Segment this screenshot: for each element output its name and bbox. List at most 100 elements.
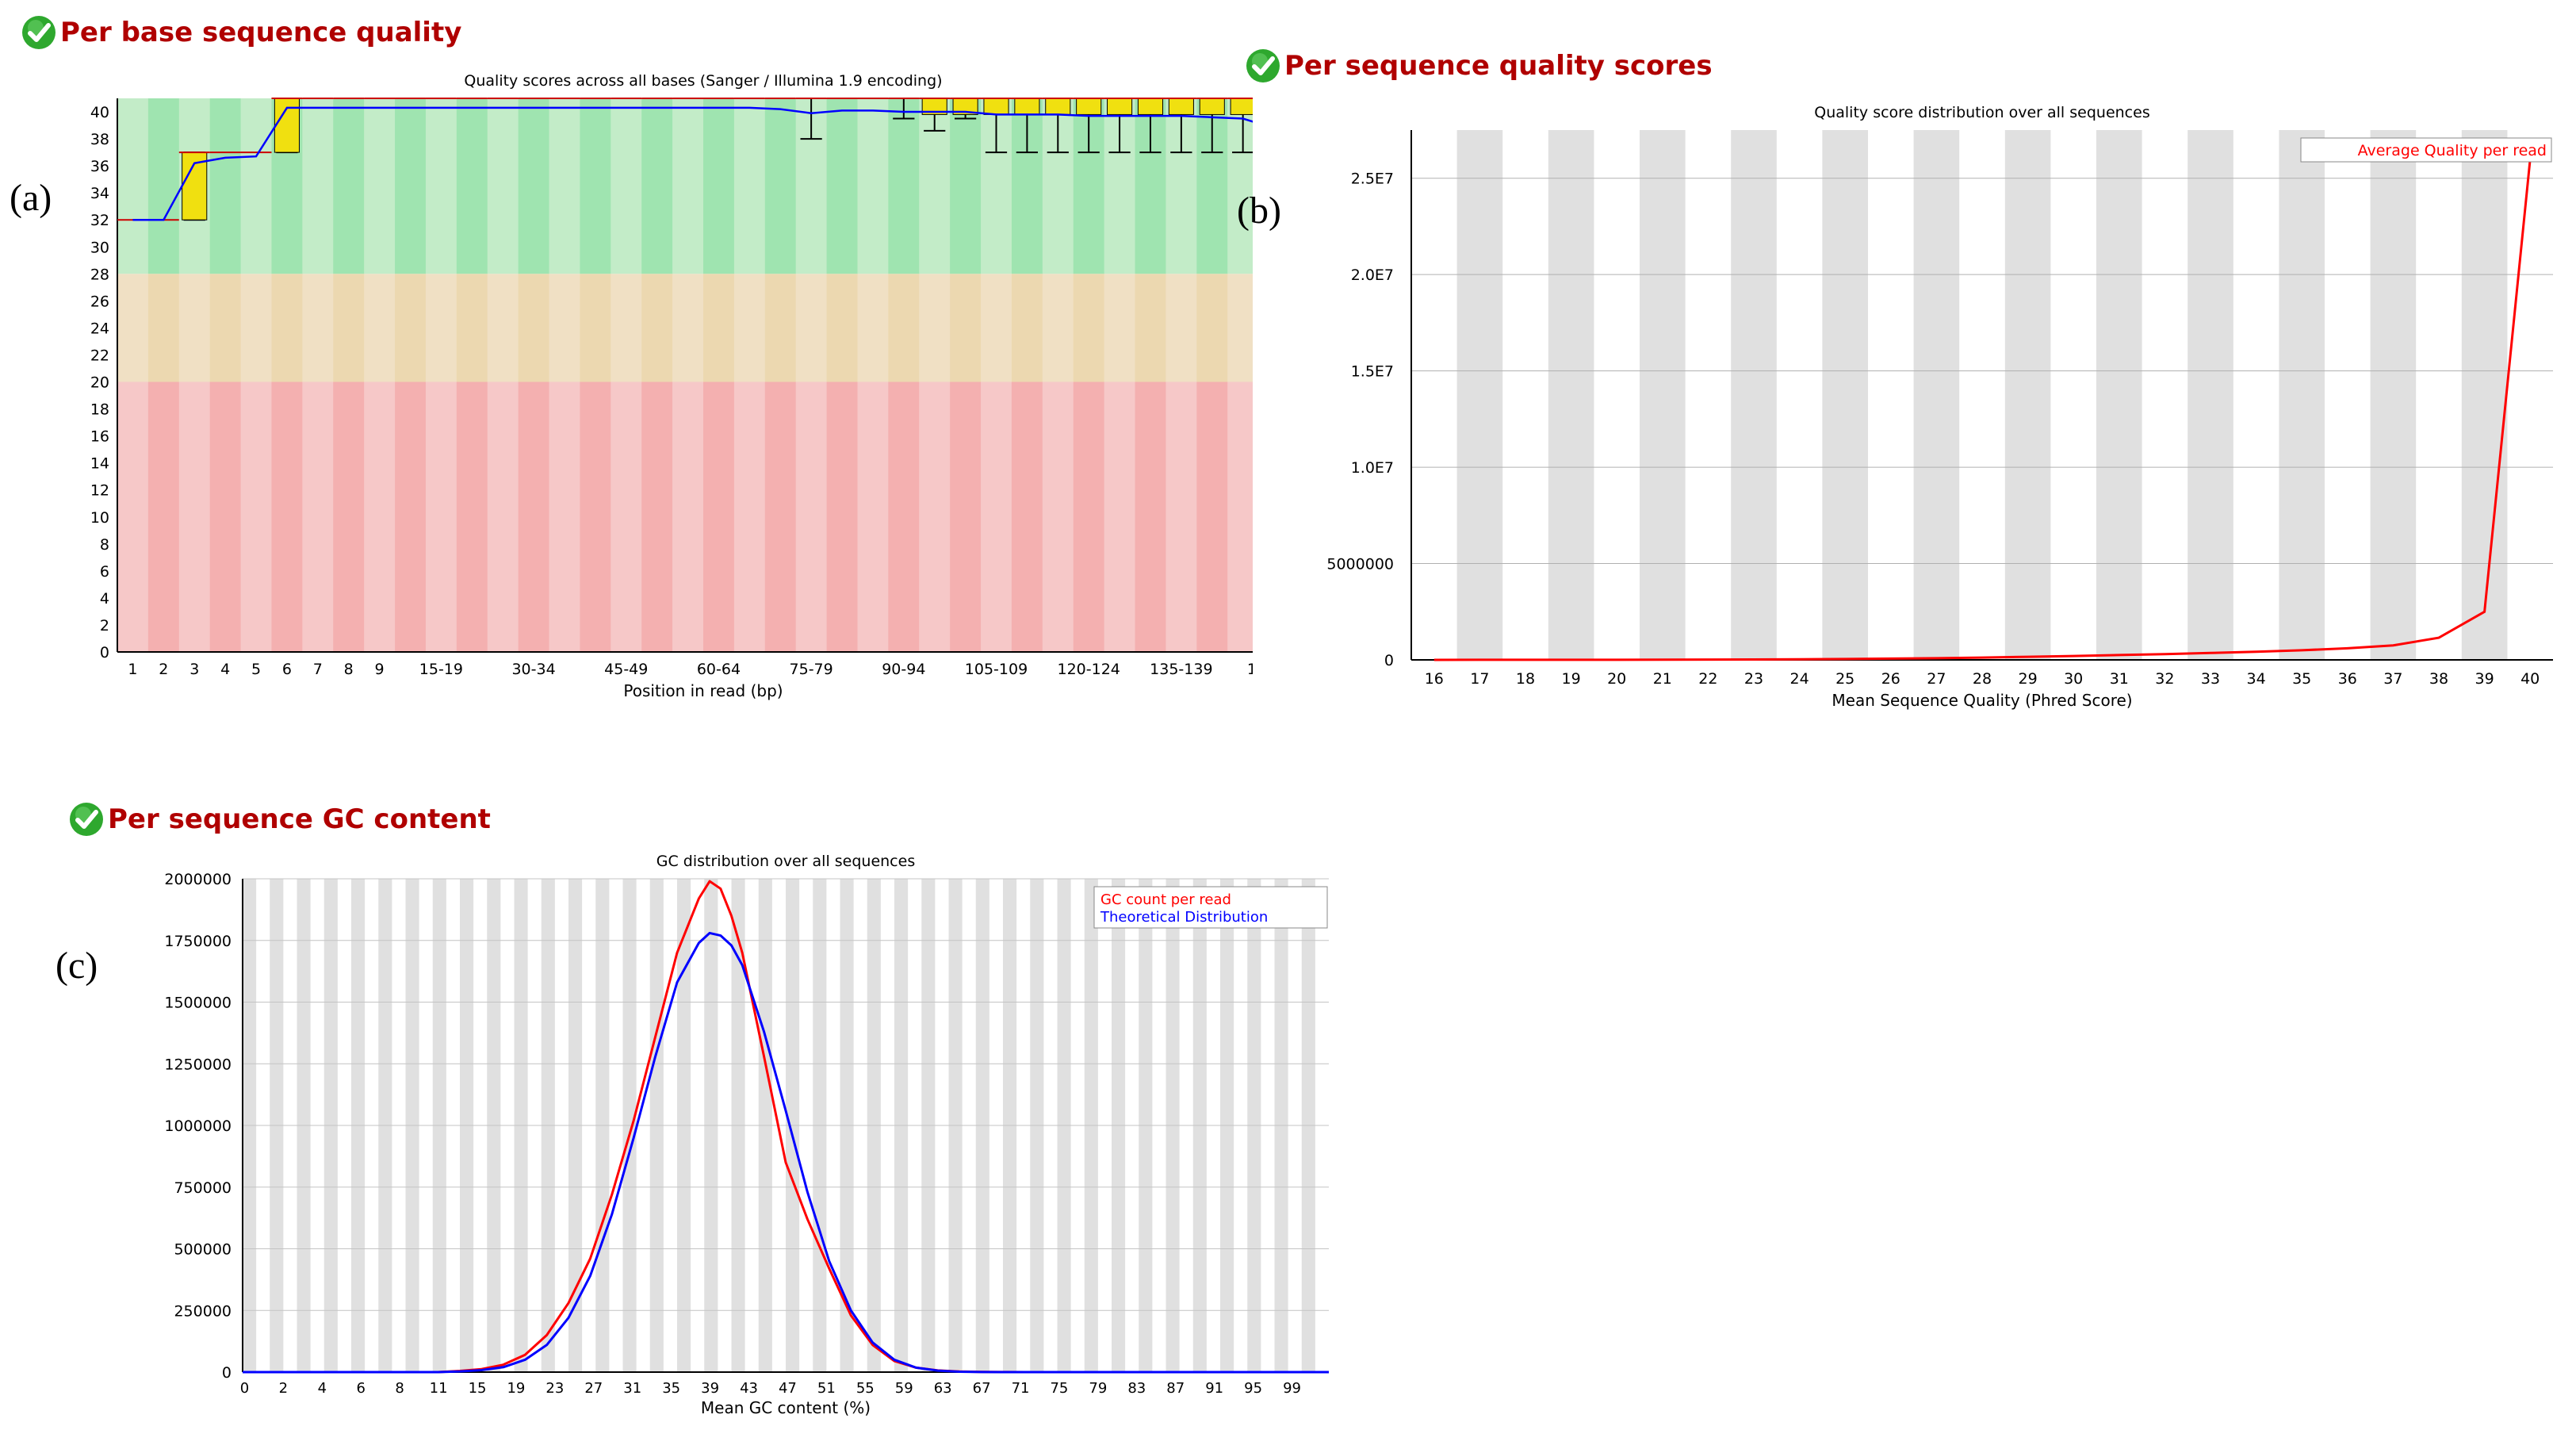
x-tick-label: 27	[1927, 670, 1946, 688]
zone-poor-stripe	[1196, 381, 1228, 652]
zone-poor-stripe	[672, 381, 704, 652]
zone-poor-stripe	[117, 381, 149, 652]
background-stripe	[2096, 130, 2142, 660]
zone-poor-stripe	[1135, 381, 1166, 652]
legend: Average Quality per read	[2300, 137, 2552, 163]
x-tick-label: 71	[1012, 1380, 1030, 1397]
x-tick-label: 135-139	[1150, 661, 1212, 678]
y-tick-label: 16	[90, 428, 109, 446]
background-stripe	[1456, 130, 1503, 660]
y-tick-label: 14	[90, 455, 109, 473]
zone-reasonable-stripe	[518, 274, 550, 382]
x-tick-label: 38	[2429, 670, 2448, 688]
x-tick-label: 99	[1283, 1380, 1301, 1397]
x-tick-label: 2	[159, 661, 168, 678]
zone-reasonable-stripe	[549, 274, 580, 382]
zone-poor-stripe	[1011, 381, 1043, 652]
x-tick-label: 37	[2383, 670, 2402, 688]
y-tick-label: 0	[100, 644, 109, 661]
x-tick-label: 0	[240, 1380, 249, 1397]
x-tick-label: 91	[1205, 1380, 1223, 1397]
zone-reasonable-stripe	[456, 274, 488, 382]
x-axis-title: Mean GC content (%)	[701, 1398, 871, 1417]
legend-entry: GC count per read	[1100, 891, 1231, 908]
panel-b-header: Per sequence quality scores	[1245, 48, 1713, 84]
zone-poor-stripe	[147, 381, 180, 652]
y-tick-label: 26	[90, 293, 109, 310]
zone-good-stripe	[487, 98, 519, 274]
x-tick-label: 4	[220, 661, 230, 678]
y-tick-label: 1.5E7	[1351, 363, 1394, 381]
zone-good-stripe	[580, 98, 611, 274]
zone-reasonable-stripe	[795, 274, 828, 382]
x-tick-label: 87	[1166, 1380, 1185, 1397]
zone-poor-stripe	[395, 381, 427, 652]
zone-poor-stripe	[1042, 381, 1074, 652]
y-tick-label: 4	[100, 590, 109, 608]
zone-good-stripe	[117, 98, 149, 274]
x-tick-label: 40	[2520, 670, 2540, 688]
iqr-box	[1137, 98, 1164, 115]
zone-reasonable-stripe	[611, 274, 642, 382]
zone-poor-stripe	[456, 381, 488, 652]
y-tick-label: 22	[90, 347, 109, 364]
x-tick-label: 27	[584, 1380, 603, 1397]
zone-poor-stripe	[518, 381, 550, 652]
zone-poor-stripe	[487, 381, 519, 652]
zone-good-stripe	[611, 98, 642, 274]
zone-poor-stripe	[364, 381, 396, 652]
y-tick-label: 1000000	[164, 1118, 232, 1135]
zone-poor-stripe	[950, 381, 982, 652]
x-tick-label: 105-109	[965, 661, 1028, 678]
x-tick-label: 79	[1089, 1380, 1107, 1397]
zone-poor-stripe	[733, 381, 766, 652]
zone-reasonable-stripe	[826, 274, 858, 382]
zone-reasonable-stripe	[641, 274, 673, 382]
zone-good-stripe	[888, 98, 920, 274]
x-tick-label: 30-34	[511, 661, 555, 678]
zone-good-stripe	[733, 98, 766, 274]
zone-reasonable-stripe	[178, 274, 211, 382]
iqr-box	[1076, 98, 1102, 115]
background-stripe	[1822, 130, 1868, 660]
zone-poor-stripe	[302, 381, 334, 652]
x-tick-label: 43	[740, 1380, 758, 1397]
x-tick-label: 7	[313, 661, 323, 678]
x-axis-title: Position in read (bp)	[623, 681, 783, 700]
x-tick-label: 31	[623, 1380, 641, 1397]
zone-reasonable-stripe	[1042, 274, 1074, 382]
per-sequence-quality-chart: Quality score distribution over all sequ…	[1326, 104, 2553, 710]
zone-reasonable-stripe	[147, 274, 180, 382]
zone-reasonable-stripe	[1227, 274, 1253, 382]
y-tick-label: 2	[100, 617, 109, 634]
x-tick-label: 16	[1425, 670, 1444, 688]
y-tick-label: 24	[90, 320, 109, 337]
zone-poor-stripe	[333, 381, 365, 652]
background-stripe	[1640, 130, 1686, 660]
zone-poor-stripe	[795, 381, 828, 652]
background-stripe	[2279, 130, 2325, 660]
x-tick-label: 51	[817, 1380, 836, 1397]
zone-reasonable-stripe	[209, 274, 242, 382]
y-tick-label: 1250000	[164, 1056, 232, 1073]
chart-title: GC distribution over all sequences	[656, 853, 915, 870]
y-tick-label: 30	[90, 239, 109, 256]
x-tick-label: 18	[1516, 670, 1535, 688]
y-tick-label: 5000000	[1326, 556, 1394, 573]
panel-c-title: Per sequence GC content	[108, 803, 491, 835]
zone-good-stripe	[703, 98, 735, 274]
x-tick-label: 83	[1127, 1380, 1146, 1397]
zone-reasonable-stripe	[1073, 274, 1105, 382]
zone-good-stripe	[764, 98, 797, 274]
zone-good-stripe	[549, 98, 580, 274]
zone-reasonable-stripe	[950, 274, 982, 382]
x-tick-label: 32	[2155, 670, 2174, 688]
x-tick-label: 1	[128, 661, 137, 678]
legend-box	[1093, 886, 1328, 929]
zone-good-stripe	[857, 98, 889, 274]
y-tick-label: 1500000	[164, 995, 232, 1012]
panel-a-title: Per base sequence quality	[60, 17, 462, 48]
y-tick-label: 250000	[174, 1302, 232, 1320]
x-tick-label: 63	[934, 1380, 952, 1397]
